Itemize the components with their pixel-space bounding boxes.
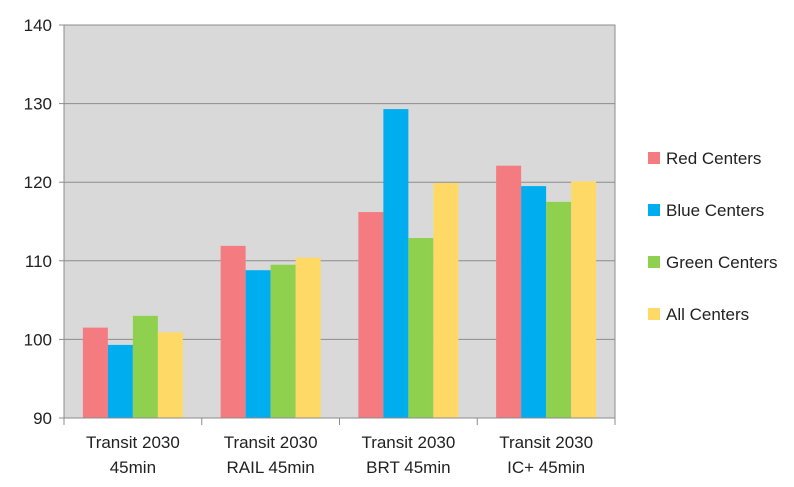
y-tick-label: 130 <box>24 95 52 114</box>
x-category-label: IC+ 45min <box>507 458 585 477</box>
bar <box>132 315 158 418</box>
y-tick-label: 140 <box>24 16 52 35</box>
legend-label: Blue Centers <box>666 201 764 220</box>
bar <box>546 201 572 418</box>
y-tick-label: 90 <box>33 409 52 428</box>
y-tick-label: 110 <box>25 252 52 271</box>
x-category-label: Transit 2030 <box>361 433 455 452</box>
legend-label: All Centers <box>666 305 749 324</box>
bar <box>157 332 183 418</box>
bar <box>521 186 547 418</box>
legend-swatch <box>648 204 660 216</box>
legend-label: Green Centers <box>666 253 778 272</box>
bar <box>358 212 384 418</box>
bar <box>571 181 597 418</box>
bars <box>82 109 597 419</box>
x-category-label: 45min <box>110 458 156 477</box>
x-category-label: Transit 2030 <box>86 433 180 452</box>
bar <box>433 182 459 418</box>
x-category-label: Transit 2030 <box>224 433 318 452</box>
bar <box>383 109 409 419</box>
x-category-label: RAIL 45min <box>227 458 315 477</box>
y-tick-label: 100 <box>24 330 52 349</box>
x-category-label: BRT 45min <box>366 458 450 477</box>
bar <box>82 327 108 418</box>
legend-swatch <box>648 308 660 320</box>
bar <box>220 245 246 418</box>
bar <box>496 165 522 418</box>
axes: 90 100 110 120 130 140 Transit 2030 45min Transi… <box>24 16 616 477</box>
bar <box>245 270 271 418</box>
x-category-label: Transit 2030 <box>499 433 593 452</box>
bar <box>107 344 133 418</box>
legend-label: Red Centers <box>666 149 761 168</box>
legend-swatch <box>648 152 660 164</box>
bar <box>408 238 434 418</box>
legend-swatch <box>648 256 660 268</box>
legend: Red Centers Blue Centers Green Centers All … <box>648 149 778 324</box>
bar <box>295 257 321 418</box>
bar <box>270 264 296 418</box>
y-tick-label: 120 <box>24 173 52 192</box>
